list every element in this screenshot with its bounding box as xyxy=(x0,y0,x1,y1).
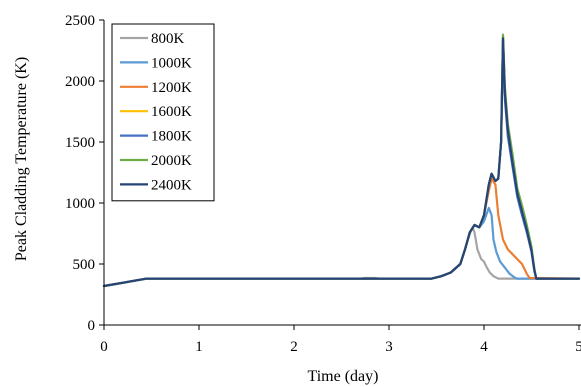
y-tick-label: 1500 xyxy=(65,135,95,151)
x-axis-title: Time (day) xyxy=(308,368,379,385)
legend-box xyxy=(111,23,215,202)
legend-label-1000k: 1000K xyxy=(151,55,192,71)
y-axis-title: Peak Cladding Temperature (K) xyxy=(13,57,30,261)
series-line-800k xyxy=(102,226,581,288)
x-tick-label: 0 xyxy=(100,339,108,355)
x-tick-label: 1 xyxy=(195,339,203,355)
x-tick-label: 5 xyxy=(575,339,581,355)
legend-label-1600k: 1600K xyxy=(151,104,192,120)
x-tick-label: 3 xyxy=(385,339,393,355)
legend-label-1200k: 1200K xyxy=(151,80,192,96)
legend-label-2400k: 2400K xyxy=(151,177,192,193)
legend-label-2000k: 2000K xyxy=(151,153,192,169)
legend-label-1800k: 1800K xyxy=(151,129,192,145)
tick-labels: 0 500 1000 1500 2000 2500 0 1 2 3 4 5 xyxy=(65,13,581,355)
legend-label-800k: 800K xyxy=(151,31,185,47)
x-tick-label: 4 xyxy=(480,339,488,355)
axes xyxy=(99,19,581,330)
y-tick-label: 1000 xyxy=(65,196,95,212)
y-tick-label: 2500 xyxy=(65,13,95,29)
legend: 800K 1000K 1200K 1600K 1800K 2000K 2400K xyxy=(111,23,215,202)
y-tick-label: 500 xyxy=(73,257,96,273)
series-line-2400k xyxy=(102,37,581,288)
y-tick-label: 0 xyxy=(88,318,96,334)
y-tick-label: 2000 xyxy=(65,74,95,90)
x-tick-label: 2 xyxy=(290,339,298,355)
plot-lines xyxy=(102,33,581,288)
